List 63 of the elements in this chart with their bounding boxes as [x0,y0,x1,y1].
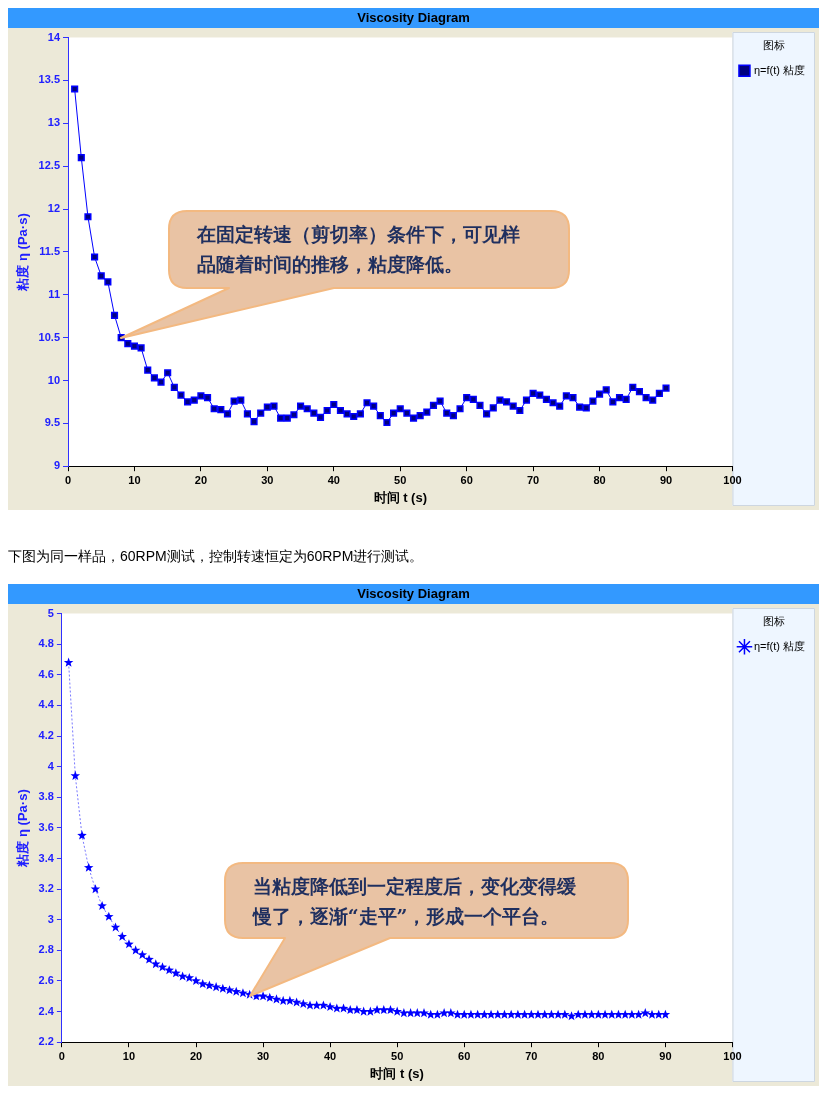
y-tick-label: 10.5 [38,330,61,343]
x-tick-label: 20 [194,473,208,486]
y-tick-label: 2.2 [38,1035,54,1048]
x-tick-label: 80 [593,473,606,486]
y-tick-label: 4.4 [38,698,55,711]
x-tick-label: 30 [261,473,274,486]
x-tick-label: 20 [189,1049,203,1062]
speech-bubble: 当粘度降低到一定程度后，变化变得缓慢了，逐渐“走平”，形成一个平台。 [222,861,630,999]
y-tick-label: 3.6 [38,820,54,833]
chart-title: Viscosity Diagram [8,584,819,604]
y-axis-title: 粘度 η (Pa·s) [15,789,31,868]
y-tick-label: 2.6 [38,974,54,986]
x-tick-label: 50 [391,1049,404,1062]
y-tick-label: 4.6 [38,667,54,680]
y-tick-label: 3.4 [38,851,55,864]
y-tick-label: 3.2 [38,882,54,895]
x-axis-title: 时间 t (s) [370,1065,424,1081]
x-tick-label: 10 [128,473,141,486]
y-tick-label: 3 [47,912,54,925]
y-tick-label: 3.8 [38,790,54,803]
x-tick-label: 10 [122,1049,136,1062]
legend-title: 图标 [762,614,785,627]
y-tick-label: 11 [48,287,61,300]
chart-title: Viscosity Diagram [8,8,819,28]
x-tick-label: 50 [394,473,407,486]
x-tick-label: 100 [723,473,742,486]
y-tick-label: 12 [47,202,61,215]
x-tick-label: 80 [592,1049,605,1062]
y-tick-label: 9 [53,459,61,472]
x-tick-label: 70 [525,1049,538,1062]
y-tick-label: 14 [47,30,61,43]
y-tick-label: 10 [47,373,61,386]
x-tick-label: 100 [723,1049,742,1062]
y-tick-label: 4.8 [38,637,54,650]
y-tick-label: 2.8 [38,943,54,956]
y-tick-label: 13 [47,116,61,129]
legend-label: η=f(t) 粘度 [753,639,806,652]
x-tick-label: 60 [460,473,473,486]
x-tick-label: 70 [527,473,540,486]
x-tick-label: 30 [256,1049,270,1062]
y-tick-label: 4.2 [38,729,54,742]
annotation: 当粘度降低到一定程度后，变化变得缓慢了，逐渐“走平”，形成一个平台。 [252,874,577,930]
x-tick-label: 90 [659,1049,672,1062]
x-tick-label: 0 [64,473,72,486]
x-axis-title: 时间 t (s) [373,489,427,505]
speech-bubble: 在固定转速（剪切率）条件下，可见样品随着时间的推移，粘度降低。 [119,208,572,340]
x-tick-label: 90 [659,473,673,486]
y-tick-label: 12.5 [38,159,61,172]
y-tick-label: 13.5 [38,73,61,86]
x-tick-label: 0 [58,1049,65,1062]
x-tick-label: 40 [324,1049,337,1062]
chart-subtitle: 下图为同一样品，60RPM测试，控制转速恒定为60RPM进行测试。 [8,547,425,566]
annotation: 在固定转速（剪切率）条件下，可见样品随着时间的推移，粘度降低。 [197,221,522,277]
legend-title: 图标 [762,38,785,51]
y-tick-label: 9.5 [44,416,61,429]
x-tick-label: 60 [458,1049,471,1062]
y-tick-label: 4 [47,759,55,772]
y-tick-label: 5 [47,606,54,619]
y-axis-title: 粘度 η (Pa·s) [15,213,31,292]
x-tick-label: 40 [327,473,340,486]
y-tick-label: 2.4 [38,1004,55,1017]
legend-label: η=f(t) 粘度 [753,63,806,76]
y-tick-label: 11.5 [39,244,61,257]
